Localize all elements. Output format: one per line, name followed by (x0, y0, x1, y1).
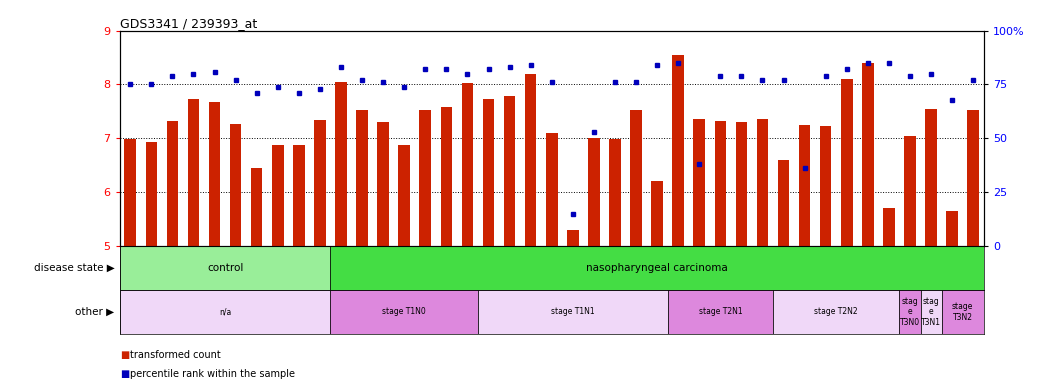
Bar (314, 120, 326, 246)
Bar (920, 290, 942, 334)
Bar (841, 79, 853, 246)
Bar (693, 119, 705, 246)
Bar (967, 110, 979, 246)
Text: stage T1N1: stage T1N1 (551, 308, 594, 316)
Bar (757, 119, 768, 246)
Bar (773, 290, 899, 334)
Text: stag
e
T3N0: stag e T3N0 (899, 297, 920, 327)
Bar (120, 290, 330, 334)
Text: stage T2N1: stage T2N1 (699, 308, 742, 316)
Bar (504, 96, 515, 246)
Bar (545, 133, 558, 246)
Bar (420, 110, 431, 246)
Bar (483, 99, 494, 246)
Bar (905, 136, 916, 246)
Bar (672, 55, 684, 246)
Bar (330, 290, 478, 334)
Bar (209, 102, 221, 246)
Text: stage
T3N2: stage T3N2 (951, 302, 973, 322)
Bar (862, 63, 873, 246)
Bar (377, 122, 389, 246)
Bar (272, 145, 283, 246)
Bar (588, 138, 600, 246)
Bar (946, 211, 958, 246)
Text: GDS3341 / 239393_at: GDS3341 / 239393_at (120, 17, 257, 30)
Bar (525, 74, 536, 246)
Bar (399, 145, 410, 246)
Bar (942, 290, 984, 334)
Bar (736, 122, 747, 246)
Text: percentile rank within the sample: percentile rank within the sample (130, 369, 296, 379)
Text: control: control (207, 263, 244, 273)
Bar (294, 145, 305, 246)
Bar (125, 139, 136, 246)
Text: ■: ■ (120, 350, 129, 360)
Bar (567, 230, 579, 246)
Text: other ▶: other ▶ (75, 307, 115, 317)
Bar (251, 168, 262, 246)
Text: nasopharyngeal carcinoma: nasopharyngeal carcinoma (586, 263, 728, 273)
Bar (652, 181, 663, 246)
Bar (820, 126, 832, 246)
Text: stag
e
T3N1: stag e T3N1 (921, 297, 941, 327)
Bar (667, 290, 773, 334)
Text: stage T2N2: stage T2N2 (814, 308, 858, 316)
Text: stage T1N0: stage T1N0 (382, 308, 426, 316)
Bar (925, 109, 937, 246)
Bar (187, 99, 199, 246)
Bar (714, 121, 727, 246)
Bar (330, 246, 984, 290)
Text: disease state ▶: disease state ▶ (33, 263, 115, 273)
Bar (440, 107, 452, 246)
Bar (335, 82, 347, 246)
Bar (120, 246, 330, 290)
Bar (356, 110, 367, 246)
Bar (899, 290, 920, 334)
Text: ■: ■ (120, 369, 129, 379)
Bar (883, 208, 894, 246)
Bar (167, 121, 178, 246)
Bar (630, 110, 642, 246)
Text: n/a: n/a (219, 308, 231, 316)
Bar (230, 124, 242, 246)
Bar (798, 125, 810, 246)
Text: transformed count: transformed count (130, 350, 221, 360)
Bar (478, 290, 667, 334)
Bar (461, 83, 474, 246)
Bar (778, 160, 789, 246)
Bar (609, 139, 620, 246)
Bar (146, 142, 157, 246)
